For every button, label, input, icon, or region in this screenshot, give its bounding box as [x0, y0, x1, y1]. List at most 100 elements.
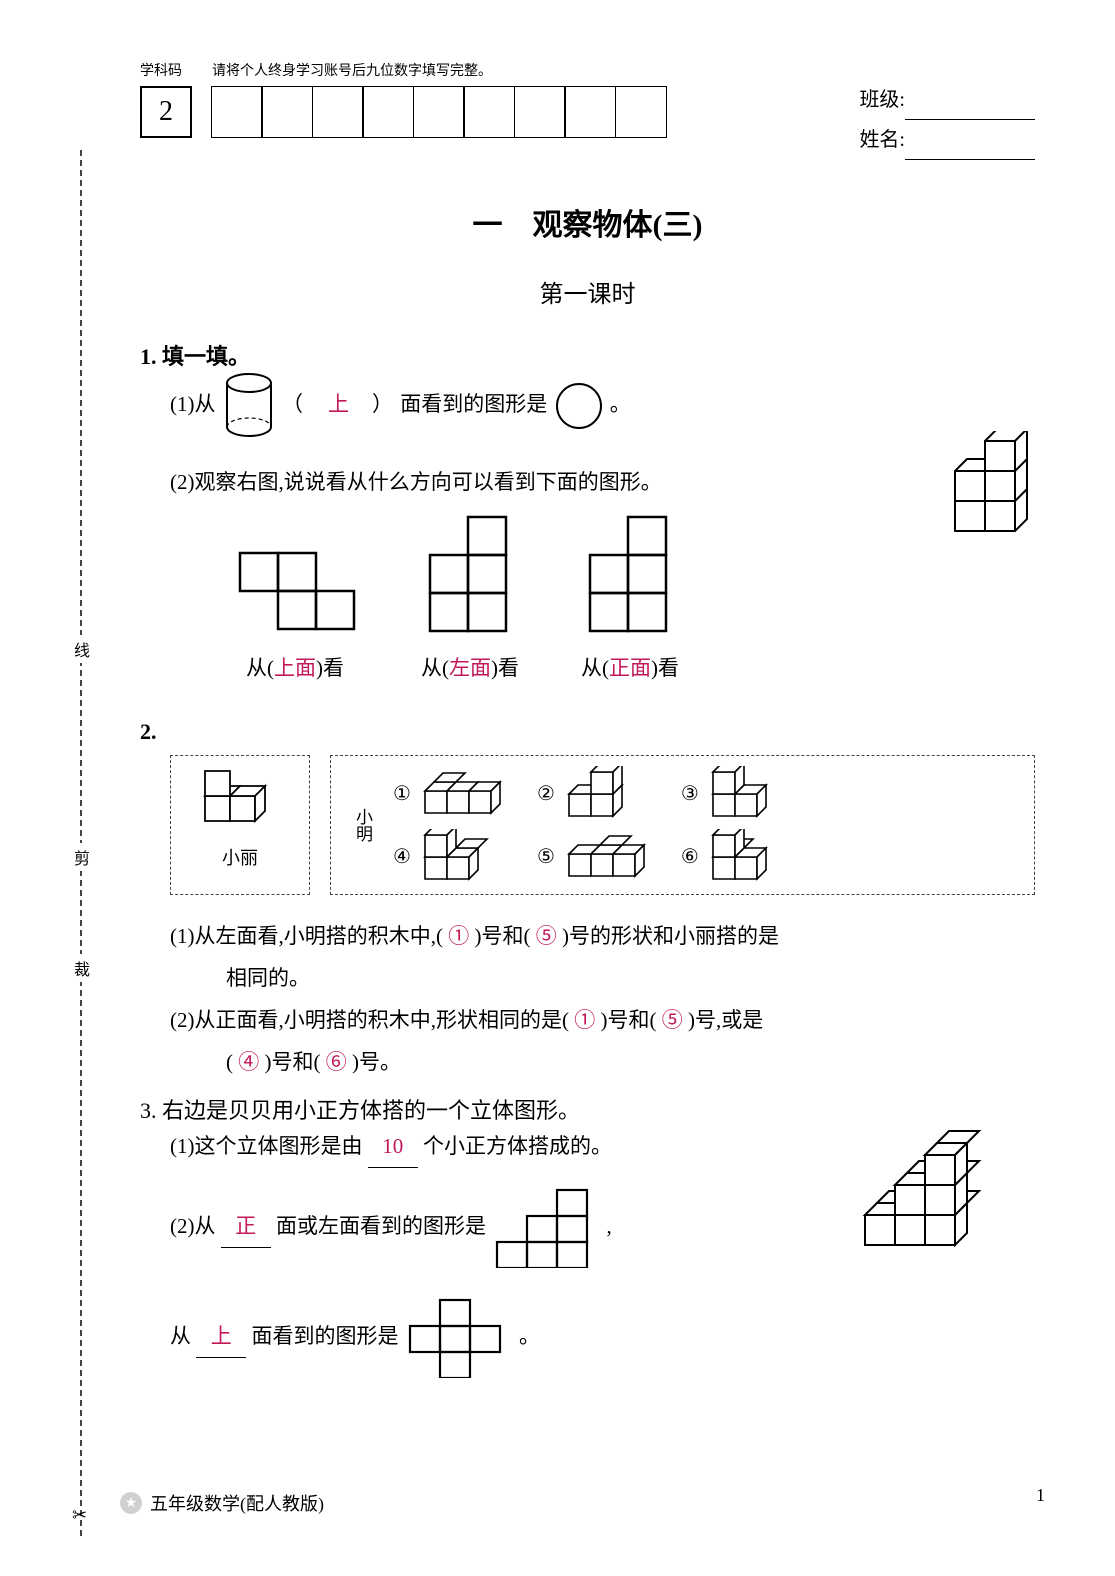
class-label: 班级:: [859, 89, 905, 111]
unit-title: 一 观察物体(三): [140, 200, 1035, 244]
q2p2ans2: ⑤: [662, 1008, 683, 1032]
cylinder-icon: [221, 371, 277, 441]
q3-body: (1)这个立体图形是由 10 个小正方体搭成的。 (2)从 正 面或左面看到的图…: [170, 1125, 1035, 1378]
q3p1a: (1)这个立体图形是由: [170, 1134, 363, 1158]
footer-text: 五年级数学(配人教版): [150, 1490, 324, 1516]
q2p1ans2: ⑤: [536, 924, 557, 948]
paren-open: （: [282, 392, 328, 416]
scissor-icon: ✂: [72, 1505, 87, 1526]
num2: ②: [537, 774, 555, 814]
vf-ans: 正面: [609, 656, 651, 680]
q2p1c: )号的形状和小丽搭的是: [562, 924, 779, 948]
q1p1-ans: 上: [328, 392, 349, 416]
q1-body: (1)从 （ 上 ） 面看到的图形是 。 (2)观察右图,说说看从什么方向可以看…: [170, 371, 1035, 689]
view-left-shape: [420, 513, 520, 633]
view-front-shape: [580, 513, 680, 633]
vf-prefix: 从(: [581, 656, 609, 680]
xiaoli-box: 小丽: [170, 755, 310, 895]
q3p1b: 个小正方体搭成的。: [423, 1134, 612, 1158]
q2p2b: )号和(: [600, 1008, 656, 1032]
view-left: 从(左面)看: [420, 513, 520, 689]
lesson-title: 第一课时: [140, 274, 1035, 309]
worksheet-page: 线 剪 裁 ✂ 学科码 请将个人终身学习账号后九位数字填写完整。 2 班级: [0, 0, 1115, 1576]
xiaoli-solid: [195, 766, 285, 826]
q2p1ans1: ①: [448, 924, 469, 948]
q2p2ans1: ①: [574, 1008, 595, 1032]
num5: ⑤: [537, 837, 555, 877]
solid-3: [705, 766, 785, 821]
q3p1ans: 10: [382, 1134, 403, 1158]
subject-code-label: 学科码: [140, 60, 182, 80]
q2p2ans4: ⑥: [326, 1050, 347, 1074]
xiaoli-label: 小丽: [185, 840, 295, 876]
code-input-grid[interactable]: [212, 86, 667, 138]
vt-suffix: )看: [316, 656, 344, 680]
page-number: 1: [1036, 1485, 1045, 1506]
num4: ④: [393, 837, 411, 877]
view-front: 从(正面)看: [580, 513, 680, 689]
q3p3b: 面看到的图形是: [252, 1324, 399, 1348]
q1p2-text: (2)观察右图,说说看从什么方向可以看到下面的图形。: [170, 470, 662, 494]
footer: ★ 五年级数学(配人教版): [120, 1490, 324, 1516]
solid-6: [705, 829, 785, 884]
vl-prefix: 从(: [421, 656, 449, 680]
q2-p2: (2)从正面看,小明搭的积木中,形状相同的是( ① )号和( ⑤ )号,或是 (…: [170, 999, 1035, 1083]
xiaoming-box: 小明 ① ② ③ ④ ⑤ ⑥: [330, 755, 1035, 895]
q3-p3: 从 上 面看到的图形是 。: [170, 1298, 1035, 1378]
name-block: 班级: 姓名:: [859, 80, 1035, 160]
num1: ①: [393, 774, 411, 814]
q2-label: 2.: [140, 719, 1035, 745]
q1-label: 1. 填一填。: [140, 339, 1035, 371]
q1p1-mid: 面看到的图形是: [400, 392, 547, 416]
view-top: 从(上面)看: [230, 543, 360, 689]
code-cell[interactable]: [413, 86, 465, 138]
q2p1b: )号和(: [474, 924, 530, 948]
q3-frontview: [491, 1188, 601, 1268]
code-cell[interactable]: [362, 86, 414, 138]
q2p2e: )号和(: [265, 1050, 321, 1074]
xiaoming-grid: ① ② ③ ④ ⑤ ⑥: [393, 766, 795, 884]
xiaoming-label: 小明: [345, 808, 379, 842]
code-cell[interactable]: [463, 86, 515, 138]
code-cell[interactable]: [615, 86, 667, 138]
vl-suffix: )看: [491, 656, 519, 680]
code-cell[interactable]: [514, 86, 566, 138]
cutline-char: 线: [74, 635, 90, 663]
q3p2ans1: 正: [235, 1214, 256, 1238]
q2p2a: (2)从正面看,小明搭的积木中,形状相同的是(: [170, 1008, 569, 1032]
q2-p1: (1)从左面看,小明搭的积木中,( ① )号和( ⑤ )号的形状和小丽搭的是 相…: [170, 915, 1035, 999]
vf-suffix: )看: [651, 656, 679, 680]
q2p2c: )号,或是: [688, 1008, 763, 1032]
vt-ans: 上面: [274, 656, 316, 680]
view-top-shape: [230, 543, 360, 633]
header: 学科码 请将个人终身学习账号后九位数字填写完整。 2 班级: 姓名:: [140, 60, 1035, 160]
q2p1a: (1)从左面看,小明搭的积木中,(: [170, 924, 443, 948]
solid-5: [561, 832, 651, 882]
q2p2ans3: ④: [238, 1050, 259, 1074]
q2p1d: 相同的。: [226, 966, 310, 990]
q2p2f: )号。: [352, 1050, 401, 1074]
subject-instruction: 请将个人终身学习账号后九位数字填写完整。: [212, 60, 492, 80]
cut-line: 线 剪 裁: [80, 150, 100, 1536]
q3-topview: [404, 1298, 514, 1378]
code-cell[interactable]: [312, 86, 364, 138]
cutline-char: 裁: [74, 954, 90, 982]
vl-ans: 左面: [449, 656, 491, 680]
star-icon: ★: [120, 1492, 142, 1514]
name-input-line[interactable]: [905, 159, 1035, 160]
q3p3a: 从: [170, 1324, 191, 1348]
q1-solid-icon: [905, 431, 1055, 551]
q3-solid-icon: [845, 1115, 1015, 1265]
num3: ③: [681, 774, 699, 814]
code-prefix-box: 2: [140, 86, 192, 138]
q3p2c: ,: [607, 1214, 612, 1238]
solid-4: [417, 829, 502, 884]
code-cell[interactable]: [564, 86, 616, 138]
code-cell[interactable]: [211, 86, 263, 138]
vt-prefix: 从(: [246, 656, 274, 680]
q3p3c: 。: [519, 1324, 540, 1348]
code-cell[interactable]: [261, 86, 313, 138]
num6: ⑥: [681, 837, 699, 877]
q1p1-suffix: 。: [610, 392, 631, 416]
q2-body: 小丽 小明 ① ② ③ ④ ⑤ ⑥ (1)从左面看,小明搭的积木中,(: [170, 755, 1035, 1083]
